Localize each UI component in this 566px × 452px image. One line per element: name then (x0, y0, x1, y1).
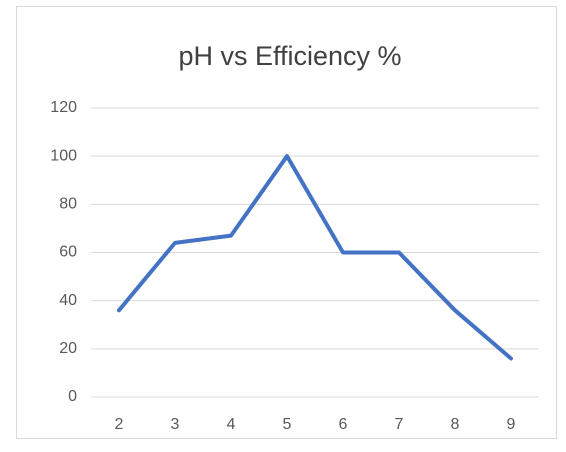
y-tick-label: 120 (50, 99, 77, 116)
x-tick-label: 5 (283, 416, 292, 433)
x-tick-label: 3 (171, 416, 180, 433)
y-tick-label: 0 (68, 388, 77, 405)
x-tick-label: 4 (227, 416, 236, 433)
y-tick-label: 20 (59, 340, 77, 357)
chart-title: pH vs Efficiency % (178, 41, 401, 71)
chart-border (16, 6, 557, 439)
y-tick-label: 80 (59, 196, 77, 213)
x-tick-label: 8 (451, 416, 460, 433)
data-line (117, 154, 513, 361)
y-tick-label: 40 (59, 292, 77, 309)
x-tick-label: 9 (507, 416, 516, 433)
y-tick-label: 100 (50, 147, 77, 164)
x-tick-label: 2 (115, 416, 124, 433)
y-tick-label: 60 (59, 244, 77, 261)
x-tick-label: 7 (395, 416, 404, 433)
x-tick-label: 6 (339, 416, 348, 433)
